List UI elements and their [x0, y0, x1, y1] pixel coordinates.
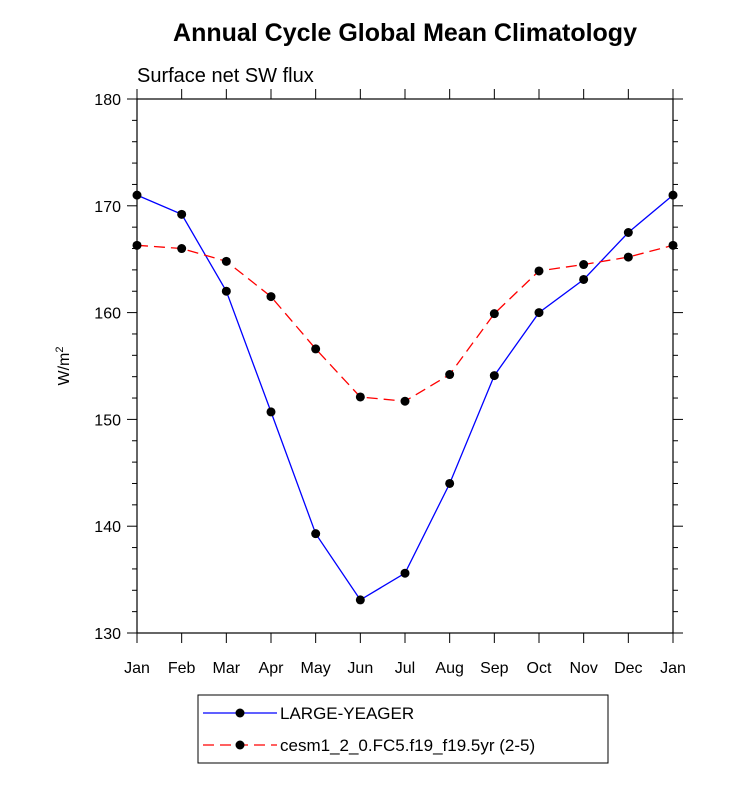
chart-subtitle: Surface net SW flux	[137, 65, 314, 87]
legend-marker-1	[235, 708, 245, 718]
series-1-point	[355, 595, 365, 605]
series-2-point	[311, 344, 321, 354]
y-axis-label: W/m2	[54, 347, 73, 386]
series-1-point	[177, 209, 187, 219]
series-2-point	[579, 260, 589, 270]
legend-marker-2	[235, 740, 245, 750]
series-1-point	[311, 529, 321, 539]
series-1-point	[445, 478, 455, 488]
y-axis-label-main: W/m	[56, 353, 73, 386]
y-tick-label: 130	[94, 626, 121, 643]
series-1-point	[579, 274, 589, 284]
series-1-point	[266, 407, 276, 417]
legend: LARGE-YEAGER cesm1_2_0.FC5.f19_f19.5yr (2…	[203, 704, 535, 755]
x-tick-label: Dec	[614, 660, 642, 677]
x-tick-label: Mar	[213, 660, 241, 677]
y-tick-label: 140	[94, 519, 121, 536]
x-tick-label: May	[301, 660, 331, 677]
x-tick-label: Nov	[569, 660, 597, 677]
series-1-point	[132, 190, 142, 200]
series-1-point	[221, 286, 231, 296]
x-tick-label: Sep	[480, 660, 509, 677]
series-2-point	[534, 266, 544, 276]
y-tick-label: 150	[94, 412, 121, 429]
y-tick-label: 170	[94, 199, 121, 216]
series-2-point	[445, 370, 455, 380]
x-tick-label: Aug	[435, 660, 463, 677]
series-2-point	[266, 292, 276, 302]
series-1-point	[400, 568, 410, 578]
x-tick-label: Jan	[124, 660, 150, 677]
series-line-2	[136, 244, 674, 402]
legend-label-2: cesm1_2_0.FC5.f19_f19.5yr (2-5)	[280, 736, 535, 755]
series-1-point	[668, 190, 678, 200]
series-2-point	[221, 256, 231, 266]
series-1-point	[623, 228, 633, 237]
legend-box	[197, 694, 609, 764]
plot-frame	[136, 98, 674, 634]
series-2-point	[355, 392, 365, 402]
series-2-point	[668, 240, 678, 250]
y-axis-label-superscript: 2	[54, 347, 66, 353]
series-2-point	[623, 252, 633, 262]
chart-title: Annual Cycle Global Mean Climatology	[173, 19, 637, 47]
series-2-point	[132, 240, 142, 250]
x-tick-label: Oct	[527, 660, 552, 677]
x-tick-label: Jan	[660, 660, 686, 677]
legend-label-1: LARGE-YEAGER	[280, 704, 414, 723]
series-2-point	[177, 244, 187, 254]
x-tick-label: Feb	[168, 660, 196, 677]
series-1-point	[534, 308, 544, 318]
series-points	[132, 190, 678, 605]
x-tick-label: Jun	[347, 660, 373, 677]
x-tick-label: Apr	[259, 660, 285, 677]
series-2-point	[400, 396, 410, 406]
axis-ticks	[127, 89, 683, 643]
series-1-point	[489, 371, 499, 381]
y-tick-label: 160	[94, 306, 121, 323]
y-tick-label: 180	[94, 92, 121, 109]
y-tick-labels: 130 140 150 160 170 180	[94, 92, 121, 643]
series-2-point	[489, 309, 499, 319]
x-tick-label: Jul	[395, 660, 415, 677]
x-tick-labels: Jan Feb Mar Apr May Jun Jul Aug Sep Oct Nov Dec Jan	[124, 660, 686, 677]
